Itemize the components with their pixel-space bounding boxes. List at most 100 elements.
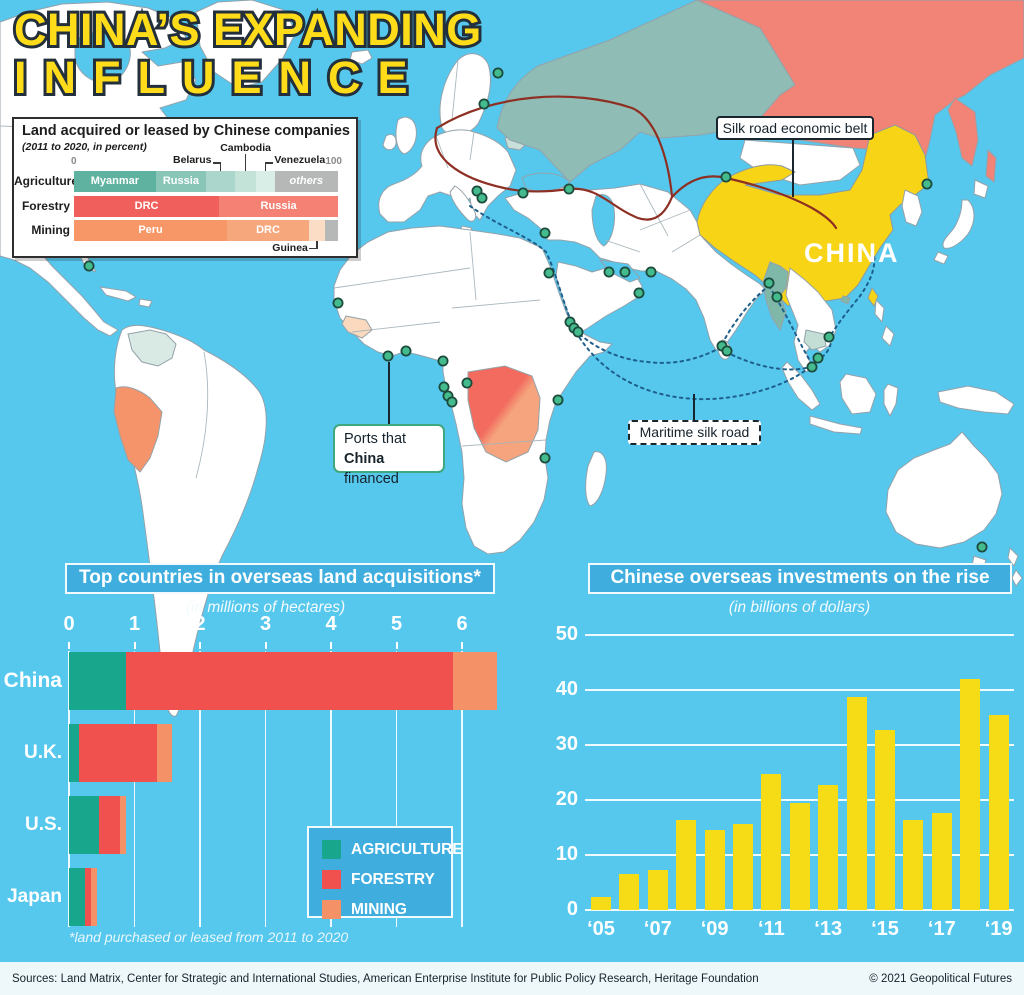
australia	[885, 431, 1003, 549]
right-chart-subtitle: (in billions of dollars)	[728, 599, 871, 616]
philippines-2	[881, 325, 895, 347]
port-dot	[823, 331, 835, 343]
port-dot	[83, 260, 95, 272]
legend-item: MINING	[322, 900, 442, 919]
category-label: Japan	[7, 886, 62, 907]
callout-line	[219, 162, 222, 171]
bar-2008	[676, 820, 697, 910]
x-tick-label: 2	[194, 613, 206, 635]
china-label: CHINA	[804, 238, 900, 268]
bar-2019	[988, 714, 1009, 910]
bar-segment-forestry	[125, 652, 454, 710]
port-dot	[476, 192, 488, 204]
bar-2007	[647, 870, 668, 910]
bar-2006	[619, 874, 640, 910]
y-tick-label: 0	[566, 898, 578, 920]
guinea	[341, 315, 373, 339]
bar-segment-agriculture	[69, 652, 126, 710]
port-dot	[492, 67, 504, 79]
port-dot	[461, 377, 473, 389]
port-dot	[720, 171, 732, 183]
grid-line	[585, 909, 1014, 911]
peru	[113, 386, 163, 473]
bar-segment-Peru: Peru	[74, 220, 228, 241]
x-tick-label: ‘17	[927, 918, 956, 940]
bar-2005	[591, 896, 611, 910]
right-chart-plot: 0 10 20 30 40 50 ‘05 ‘07 ‘09 ‘11 ‘13 ‘15 ‘17 ‘19	[545, 555, 1024, 962]
legend-label: FORESTRY	[351, 871, 435, 888]
inset-chart-title: Land acquired or leased by Chinese compa…	[22, 123, 350, 139]
bar-segment-agriculture	[69, 724, 79, 782]
grid-line	[395, 651, 398, 927]
x-tick-label: ‘13	[814, 918, 843, 940]
bar-segment-Russia: Russia	[155, 171, 206, 192]
kamchatka	[947, 97, 979, 167]
port-dot	[763, 277, 775, 289]
grid-line	[585, 744, 1014, 746]
ports-label-line2: financed	[344, 471, 399, 487]
bar-segment-DRC: DRC	[74, 195, 220, 217]
x-tick-label: ‘05	[587, 918, 615, 940]
x-tick-mark	[199, 642, 201, 649]
bar-2011	[761, 773, 782, 910]
x-tick-mark	[68, 642, 70, 649]
madagascar	[585, 451, 607, 507]
inset-chart-plot: 0 100 Agriculture Myanmar Russia Belarus Cambo…	[14, 142, 342, 254]
sulawesi	[883, 383, 899, 417]
port-dot	[446, 396, 458, 408]
dr-congo	[467, 365, 541, 463]
x-tick-mark	[395, 642, 398, 649]
kyushu	[933, 251, 949, 265]
forestry-swatch	[322, 870, 341, 889]
left-chart-title: Top countries in overseas land acquisiti…	[65, 563, 495, 594]
port-dot	[633, 287, 645, 299]
port-dot	[619, 266, 631, 278]
philippines-1	[874, 299, 885, 323]
bar-2010	[733, 823, 753, 910]
port-dot	[976, 541, 988, 553]
y-tick-label: 10	[555, 843, 578, 865]
left-chart-subtitle: (in millions of hectares)	[185, 599, 346, 616]
bar-segment-agriculture	[69, 796, 100, 854]
callout-dash	[212, 162, 221, 164]
inset-chart-land-acquired: Land acquired or leased by Chinese compa…	[12, 117, 358, 258]
callout-label: Venezuela	[274, 154, 326, 166]
page-title: CHINA’S EXPANDING INFLUENCE	[14, 6, 482, 101]
port-dot	[517, 187, 529, 199]
port-dot	[603, 266, 615, 278]
x-tick-label: 6	[456, 613, 468, 635]
x-tick-label: 0	[63, 613, 75, 635]
cuba	[99, 286, 137, 302]
silk-road-label: Silk road economic belt	[716, 116, 874, 140]
bar-segment-Guinea	[308, 220, 325, 241]
grid-line	[585, 634, 1014, 636]
port-dot	[332, 297, 344, 309]
port-dot	[539, 452, 551, 464]
new-guinea	[937, 385, 1015, 415]
callout-label: Cambodia	[220, 142, 271, 154]
left-chart-legend: AGRICULTURE FORESTRY MINING	[307, 826, 463, 919]
x-tick-label: ‘19	[984, 918, 1013, 940]
port-dot	[812, 352, 824, 364]
port-dot	[478, 98, 490, 110]
bar-segment-Russia: Russia	[219, 195, 338, 217]
bar-2018	[960, 679, 981, 910]
ports-financed-by-china	[83, 67, 988, 553]
left-chart-plot: 0 1 2 3 4 5 6 China U.K. U.S. Japan	[0, 555, 540, 962]
category-label: U.K.	[24, 742, 62, 763]
callout-line	[264, 162, 267, 171]
hispaniola	[138, 298, 153, 308]
port-dot	[400, 345, 412, 357]
port-dot	[563, 183, 575, 195]
new-zealand-south	[1011, 569, 1023, 587]
grid-line	[264, 651, 267, 927]
title-line-1: CHINA’S EXPANDING	[14, 6, 482, 54]
grid-line	[585, 799, 1014, 801]
callout-dash	[265, 162, 274, 164]
bar-segment-forestry	[99, 796, 121, 854]
bar-segment-mining	[453, 652, 497, 710]
ports-label-line1: Ports that	[344, 431, 407, 447]
axis-max-label: 100	[325, 156, 342, 167]
port-dot	[806, 361, 818, 373]
